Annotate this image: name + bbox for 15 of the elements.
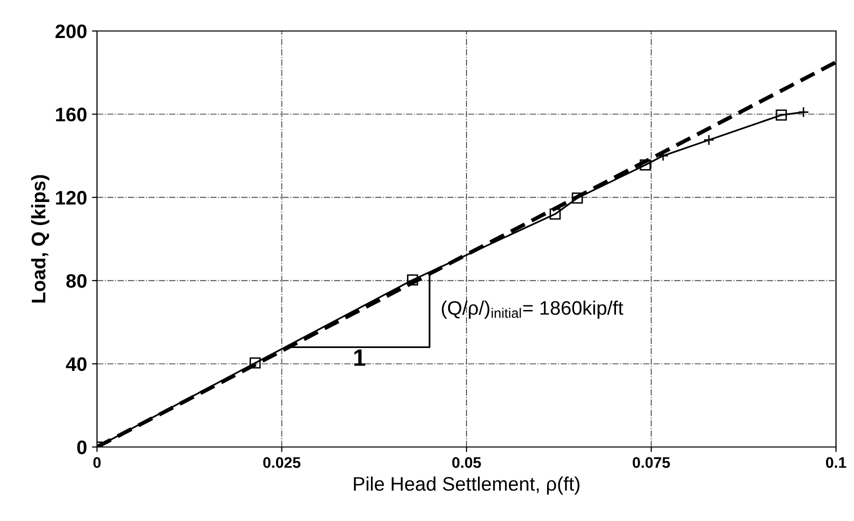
x-tick-label: 0.025 [263, 457, 300, 468]
x-tick-label: 0.1 [826, 457, 846, 468]
annotation: 1 [354, 350, 366, 366]
y-tick-label: 160 [56, 108, 86, 122]
x-tick-label: 0.05 [452, 457, 481, 468]
y-tick-label: 80 [66, 274, 86, 288]
y-tick-label: 200 [56, 24, 86, 38]
x-tick-label: 0 [93, 457, 101, 468]
y-tick-label: 40 [66, 357, 86, 372]
y-tick-label: 0 [77, 440, 86, 454]
x-axis-title: Pile Head Settlement, ρ(ft) [354, 476, 580, 495]
annotation: (Q/ρ/)$_{initial}$= 1860kip/ft [442, 300, 624, 319]
x-tick-label: 0.075 [632, 457, 670, 468]
y-axis-title: Load, Q (kips) [31, 175, 50, 303]
y-tick-label: 120 [56, 190, 86, 205]
